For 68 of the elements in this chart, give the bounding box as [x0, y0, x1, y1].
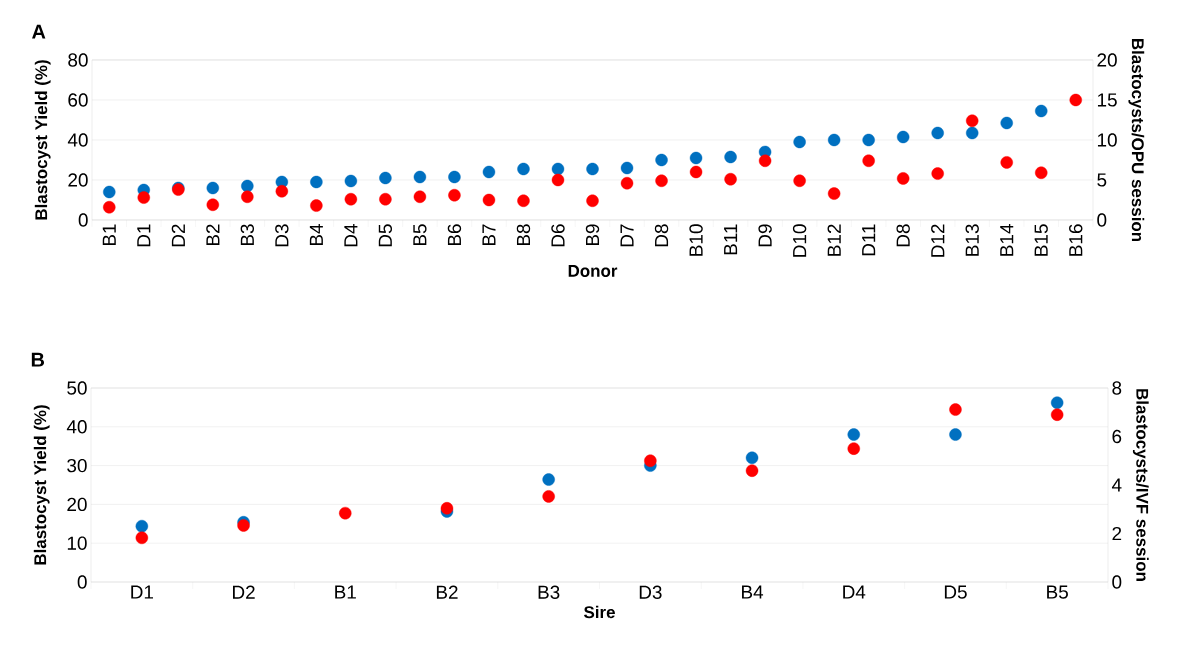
y-tick-label: 40: [67, 133, 88, 147]
y2-tick-label: 20: [1097, 53, 1117, 67]
y-tick-label: 50: [67, 381, 87, 395]
x-tick-label: D3: [275, 224, 289, 247]
y2-tick-label: 0: [1097, 213, 1107, 227]
chart-title: B: [31, 352, 44, 367]
y2-axis-title: Blastocysts/OPU session: [1128, 39, 1145, 242]
x-tick-label: B1: [102, 224, 116, 246]
x-tick-label: B3: [240, 224, 255, 246]
y2-tick-label: 5: [1097, 173, 1107, 187]
x-tick-label: D5: [944, 585, 967, 599]
x-tick-label: D8: [896, 224, 910, 247]
x-tick-label: D9: [758, 224, 772, 247]
x-tick-label: B14: [1000, 224, 1014, 256]
x-tick-label: B7: [482, 224, 496, 246]
y2-tick-label: 0: [1112, 575, 1122, 589]
y2-tick-label: 2: [1112, 526, 1122, 541]
x-tick-label: D7: [620, 224, 634, 247]
x-tick-label: D10: [792, 224, 807, 257]
y2-tick-label: 15: [1097, 93, 1117, 107]
y-tick-label: 40: [66, 420, 87, 434]
x-tick-label: B12: [827, 224, 841, 256]
x-tick-label: B8: [516, 224, 531, 246]
x-tick-label: D8: [654, 224, 669, 247]
x-tick-label: B5: [413, 224, 427, 246]
x-tick-label: B6: [447, 224, 462, 246]
x-tick-label: B11: [724, 224, 738, 255]
x-tick-label: B2: [206, 224, 220, 246]
x-tick-label: B5: [1047, 585, 1068, 599]
y-tick-label: 60: [68, 93, 88, 107]
y-tick-label: 30: [67, 458, 87, 473]
x-tick-label: D4: [344, 224, 358, 247]
x-tick-label: B2: [436, 585, 458, 599]
x-tick-label: B4: [309, 224, 323, 246]
y-tick-label: 20: [67, 497, 87, 512]
chart-title: A: [32, 24, 46, 39]
x-tick-label: D11: [862, 224, 876, 256]
x-tick-label: B13: [965, 224, 979, 256]
x-axis-title: Sire: [583, 605, 615, 619]
x-tick-label: D1: [137, 224, 151, 247]
x-tick-label: B10: [689, 224, 703, 256]
x-tick-label: D1: [131, 585, 154, 599]
x-tick-label: D4: [843, 585, 866, 599]
x-axis-title: Donor: [568, 265, 618, 277]
y-tick-label: 10: [67, 536, 87, 550]
x-tick-label: B16: [1069, 224, 1083, 256]
x-tick-label: D2: [233, 585, 255, 599]
x-tick-label: B4: [742, 585, 764, 599]
x-tick-label: B3: [538, 585, 560, 599]
x-tick-label: D6: [551, 224, 565, 247]
y2-axis-title: Blastocysts/IVF session: [1132, 389, 1149, 581]
x-tick-label: D5: [378, 224, 393, 247]
x-tick-label: B15: [1034, 224, 1048, 256]
y2-tick-label: 4: [1111, 478, 1122, 492]
y2-tick-label: 6: [1112, 429, 1122, 444]
y-axis-title: Blastocyst Yield (%): [34, 60, 51, 220]
x-tick-label: D2: [171, 224, 185, 247]
y2-tick-label: 8: [1112, 381, 1122, 395]
x-tick-label: D3: [639, 585, 662, 599]
x-tick-label: B9: [585, 224, 600, 246]
y-tick-label: 0: [78, 213, 88, 227]
x-tick-label: D12: [931, 224, 945, 257]
y-axis-title: Blastocyst Yield (%): [33, 405, 50, 565]
y-tick-label: 80: [68, 53, 88, 67]
y-tick-label: 20: [68, 173, 88, 187]
y2-tick-label: 10: [1097, 133, 1117, 147]
y-tick-label: 0: [77, 575, 87, 589]
x-tick-label: B1: [335, 585, 356, 599]
